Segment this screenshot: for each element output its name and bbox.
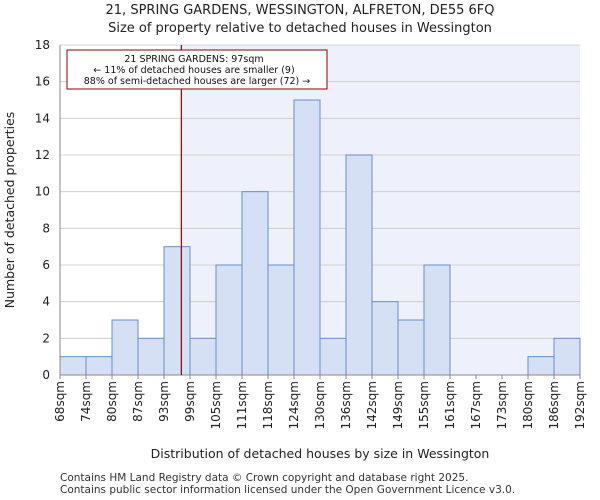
y-tick-label: 14: [35, 111, 50, 125]
annotation-line-3: 88% of semi-detached houses are larger (…: [84, 76, 311, 87]
bar: [137, 337, 165, 376]
x-tick-label: 180sqm: [521, 381, 535, 429]
x-tick-label: 142sqm: [365, 381, 379, 429]
bar: [85, 356, 113, 376]
bar: [267, 264, 295, 376]
y-tick-label: 12: [35, 148, 50, 162]
x-tick-label: 80sqm: [105, 381, 119, 422]
bar: [423, 264, 451, 376]
y-tick-label: 16: [35, 75, 50, 89]
x-tick-label: 149sqm: [391, 381, 405, 429]
bar: [397, 319, 425, 376]
bar: [345, 154, 373, 376]
x-tick-label: 93sqm: [157, 381, 171, 422]
x-tick-label: 192sqm: [573, 381, 587, 429]
title-line-2: Size of property relative to detached ho…: [108, 21, 492, 36]
bar: [163, 246, 191, 376]
y-tick-label: 2: [42, 331, 50, 345]
bar: [553, 337, 581, 376]
title-line-1: 21, SPRING GARDENS, WESSINGTON, ALFRETON…: [105, 3, 495, 18]
chart-title: 21, SPRING GARDENS, WESSINGTON, ALFRETON…: [0, 2, 600, 38]
bar: [111, 319, 139, 376]
x-tick-label: 99sqm: [183, 381, 197, 422]
bar: [319, 337, 347, 376]
x-tick-label: 111sqm: [235, 381, 249, 429]
x-tick-label: 161sqm: [443, 381, 457, 429]
y-tick-label: 8: [42, 221, 50, 235]
x-axis-label: Distribution of detached houses by size …: [151, 446, 490, 461]
x-tick-label: 173sqm: [495, 381, 509, 429]
bar: [371, 301, 399, 376]
x-tick-label: 87sqm: [131, 381, 145, 422]
x-tick-label: 105sqm: [209, 381, 223, 429]
annotation-line-1: 21 SPRING GARDENS: 97sqm: [124, 54, 263, 65]
x-tick-label: 68sqm: [53, 381, 67, 422]
bar: [241, 191, 269, 376]
x-tick-label: 136sqm: [339, 381, 353, 429]
footer-line-2: Contains public sector information licen…: [60, 484, 516, 496]
bar: [59, 356, 87, 376]
x-tick-label: 167sqm: [469, 381, 483, 429]
x-tick-label: 124sqm: [287, 381, 301, 429]
histogram-chart: 0 2 4 6 8 10 12 14 16 18 68sqm 74sqm 80sqm 87sqm 93sqm…: [2, 38, 587, 461]
y-axis-label: Number of detached properties: [2, 112, 17, 309]
x-tick-label: 118sqm: [261, 381, 275, 429]
bar: [527, 356, 555, 376]
y-tick-label: 10: [35, 185, 50, 199]
annotation-line-2: ← 11% of detached houses are smaller (9): [93, 65, 294, 76]
attribution-footer: Contains HM Land Registry data © Crown c…: [60, 472, 515, 496]
x-tick-label: 186sqm: [547, 381, 561, 429]
y-tick-label: 18: [35, 38, 50, 52]
y-tick-label: 6: [42, 258, 50, 272]
x-tick-label: 130sqm: [313, 381, 327, 429]
bar: [189, 337, 217, 376]
bar: [293, 99, 321, 376]
x-tick-label: 155sqm: [417, 381, 431, 429]
bar: [215, 264, 243, 376]
y-tick-label: 0: [42, 368, 50, 382]
annotation-box: [66, 49, 328, 90]
y-tick-label: 4: [42, 295, 50, 309]
footer-line-1: Contains HM Land Registry data © Crown c…: [60, 472, 469, 484]
x-tick-label: 74sqm: [79, 381, 93, 422]
